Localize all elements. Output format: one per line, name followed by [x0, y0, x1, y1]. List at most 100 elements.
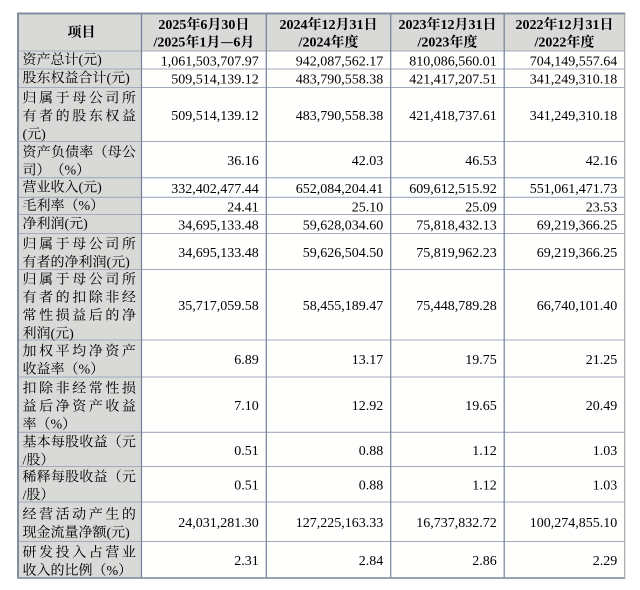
svg-text:0: 0 [522, 18, 529, 33]
svg-text:5: 5 [178, 36, 185, 51]
svg-text:46.53: 46.53 [465, 154, 497, 169]
svg-text:(: ( [107, 71, 112, 86]
svg-text:1: 1 [475, 18, 482, 33]
svg-text:%: % [65, 164, 77, 179]
svg-text:5: 5 [179, 18, 186, 33]
svg-text:/: / [23, 453, 27, 468]
svg-text:0.88: 0.88 [359, 479, 384, 494]
svg-text:(: ( [79, 53, 84, 68]
svg-text:(: ( [23, 128, 28, 143]
svg-text:3: 3 [221, 18, 228, 33]
svg-text:2: 2 [294, 18, 301, 33]
svg-text:): ) [125, 256, 130, 271]
svg-text:2: 2 [302, 36, 309, 51]
svg-text:59,628,034.60: 59,628,034.60 [303, 218, 384, 233]
svg-text:2: 2 [329, 18, 336, 33]
svg-text:34,695,133.48: 34,695,133.48 [178, 246, 259, 261]
svg-text:2.31: 2.31 [234, 554, 259, 569]
svg-text:/: / [298, 36, 304, 51]
svg-text:6.89: 6.89 [234, 353, 259, 368]
svg-text:42.03: 42.03 [352, 154, 384, 169]
svg-text:%: % [79, 363, 91, 378]
svg-text:704,149,557.64: 704,149,557.64 [530, 54, 618, 69]
svg-text:(: ( [65, 217, 70, 232]
svg-text:1.12: 1.12 [472, 444, 497, 459]
svg-text:(: ( [51, 327, 56, 342]
svg-text:2: 2 [172, 18, 179, 33]
svg-text:(: ( [107, 256, 112, 271]
svg-text:24,031,281.30: 24,031,281.30 [178, 516, 259, 531]
svg-text:/: / [417, 36, 423, 51]
svg-text:1: 1 [199, 36, 206, 51]
svg-text:341,249,310.18: 341,249,310.18 [530, 73, 618, 88]
svg-text:0: 0 [165, 18, 172, 33]
svg-text:2: 2 [435, 36, 442, 51]
svg-text:3: 3 [468, 18, 475, 33]
svg-text:2: 2 [171, 36, 178, 51]
svg-text:483,790,558.38: 483,790,558.38 [296, 109, 384, 124]
svg-text:332,402,477.44: 332,402,477.44 [171, 182, 259, 197]
svg-text:16,737,832.72: 16,737,832.72 [416, 516, 497, 531]
svg-text:7.10: 7.10 [234, 399, 259, 414]
svg-text:341,249,310.18: 341,249,310.18 [530, 109, 618, 124]
svg-text:1: 1 [357, 18, 364, 33]
svg-text:2: 2 [316, 36, 323, 51]
svg-text:1,061,503,707.97: 1,061,503,707.97 [161, 54, 259, 69]
svg-text:3: 3 [585, 18, 592, 33]
svg-text:509,514,139.12: 509,514,139.12 [171, 73, 259, 88]
svg-text:810,086,560.01: 810,086,560.01 [409, 54, 497, 69]
svg-text:0: 0 [428, 36, 435, 51]
svg-text:34,695,133.48: 34,695,133.48 [178, 218, 259, 233]
svg-text:): ) [125, 526, 130, 541]
svg-text:2: 2 [398, 18, 405, 33]
svg-text:/: / [534, 36, 540, 51]
svg-text:75,819,962.23: 75,819,962.23 [416, 246, 497, 261]
svg-text:2.29: 2.29 [593, 554, 618, 569]
svg-text:%: % [51, 418, 63, 433]
svg-text:0: 0 [545, 36, 552, 51]
svg-text:0: 0 [405, 18, 412, 33]
svg-text:): ) [125, 71, 130, 86]
svg-text:6: 6 [200, 18, 207, 33]
svg-text:12.92: 12.92 [352, 399, 384, 414]
svg-text:1: 1 [592, 18, 599, 33]
svg-text:59,626,504.50: 59,626,504.50 [303, 246, 384, 261]
svg-text:2.86: 2.86 [472, 554, 497, 569]
svg-text:2: 2 [552, 36, 559, 51]
svg-text:609,612,515.92: 609,612,515.92 [409, 182, 497, 197]
svg-text:1.03: 1.03 [593, 479, 618, 494]
svg-text:42.16: 42.16 [586, 154, 618, 169]
svg-text:0: 0 [228, 18, 235, 33]
svg-text:1.12: 1.12 [472, 479, 497, 494]
svg-text:): ) [97, 181, 102, 196]
svg-text:2.84: 2.84 [359, 554, 384, 569]
svg-text:): ) [41, 128, 46, 143]
svg-text:/: / [23, 488, 27, 503]
svg-text:0.51: 0.51 [234, 444, 259, 459]
svg-text:): ) [69, 327, 74, 342]
svg-text:2: 2 [536, 18, 543, 33]
svg-text:3: 3 [350, 18, 357, 33]
svg-text:4: 4 [323, 36, 330, 51]
svg-text:%: % [79, 199, 91, 214]
svg-text:2: 2 [515, 18, 522, 33]
svg-text:0.51: 0.51 [234, 479, 259, 494]
svg-text:): ) [83, 217, 88, 232]
svg-text:551,061,471.73: 551,061,471.73 [530, 182, 618, 197]
svg-text:66,740,101.40: 66,740,101.40 [537, 299, 618, 314]
svg-text:1: 1 [322, 18, 329, 33]
svg-text:6: 6 [233, 36, 240, 51]
svg-text:483,790,558.38: 483,790,558.38 [296, 73, 384, 88]
svg-text:35,717,059.58: 35,717,059.58 [178, 299, 259, 314]
svg-text:25.10: 25.10 [352, 200, 384, 215]
svg-text:58,455,189.47: 58,455,189.47 [303, 299, 384, 314]
svg-text:23.53: 23.53 [586, 200, 618, 215]
svg-text:421,418,737.61: 421,418,737.61 [409, 109, 497, 124]
svg-text:2: 2 [280, 18, 287, 33]
svg-text:20.49: 20.49 [586, 399, 618, 414]
svg-text:75,818,432.13: 75,818,432.13 [416, 218, 497, 233]
svg-text:36.16: 36.16 [227, 154, 259, 169]
svg-text:2: 2 [412, 18, 419, 33]
svg-text:24.41: 24.41 [227, 200, 259, 215]
svg-text:652,084,204.41: 652,084,204.41 [296, 182, 384, 197]
